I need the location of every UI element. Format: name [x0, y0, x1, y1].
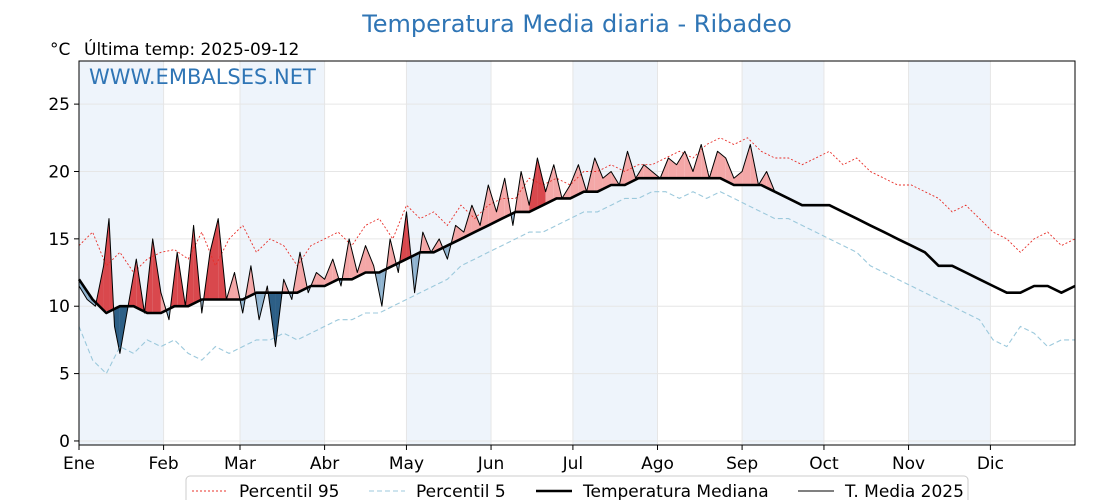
x-tick-label: Abr: [310, 454, 339, 474]
above-median-fill: [537, 158, 546, 208]
x-tick-label: Nov: [892, 454, 925, 474]
watermark: WWW.EMBALSES.NET: [89, 65, 316, 89]
x-tick-label: Oct: [809, 454, 839, 474]
above-median-fill: [152, 238, 161, 313]
y-tick-label: 25: [48, 95, 70, 115]
month-band: [239, 61, 325, 445]
legend-label: Percentil 5: [416, 482, 506, 500]
legend-label: Temperatura Mediana: [582, 482, 769, 500]
axes: 0 5 10 15 20 25 Ene Feb Mar Abr May Jun Jul Ago Sep Oct…: [48, 60, 1076, 474]
mean-2025-line: [78, 144, 776, 354]
y-tick-label: 5: [59, 365, 70, 385]
below-median-fill: [114, 306, 120, 354]
grid-lines: [78, 61, 1075, 445]
y-tick-label: 0: [59, 432, 70, 452]
above-median-fill: [545, 164, 554, 204]
x-tick-label: Ene: [63, 454, 95, 474]
y-tick-label: 10: [48, 297, 70, 317]
legend-label: T. Media 2025: [844, 482, 964, 500]
y-unit-label: °C: [50, 40, 70, 60]
last-temp-label: Última temp: 2025-09-12: [84, 38, 299, 60]
above-median-fill: [643, 164, 653, 179]
y-tick-label: 20: [48, 162, 70, 182]
above-median-fill: [103, 218, 110, 312]
percentile95-line: [78, 137, 1076, 274]
above-median-fill: [668, 158, 677, 179]
above-median-fill: [684, 151, 693, 179]
legend-label: Percentil 95: [239, 482, 339, 500]
month-band: [908, 61, 991, 445]
x-tick-label: Mar: [224, 454, 256, 474]
above-median-fill: [365, 245, 374, 273]
x-tick-label: Feb: [149, 454, 179, 474]
x-tick-label: Sep: [726, 454, 758, 474]
x-tick-label: Jun: [477, 454, 505, 474]
above-median-fill: [471, 205, 481, 234]
above-median-fill: [717, 151, 726, 181]
above-median-fill: [725, 158, 734, 185]
above-median-fill: [488, 184, 497, 226]
above-median-fill: [742, 144, 751, 185]
x-tick-label: May: [389, 454, 424, 474]
above-median-fill: [594, 158, 603, 192]
series-lines: [77, 137, 1076, 375]
month-band: [742, 61, 824, 445]
month-band: [79, 61, 164, 445]
above-median-fill: [316, 272, 325, 287]
legend: Percentil 95 Percentil 5 Temperatura Media…: [185, 475, 969, 500]
above-median-fill: [209, 218, 219, 300]
above-median-fill: [570, 164, 579, 199]
month-band: [572, 61, 658, 445]
plot-frame: [78, 60, 1076, 446]
x-tick-label: Jul: [562, 454, 584, 474]
y-tick-label: 15: [48, 230, 70, 250]
above-median-fill: [324, 259, 333, 287]
chart-title: Temperatura Media diaria - Ribadeo: [361, 10, 792, 38]
above-median-fill: [733, 171, 743, 185]
above-median-fill: [496, 178, 505, 222]
x-tick-label: Dic: [977, 454, 1004, 474]
legend-box: [185, 475, 969, 500]
x-tick-label: Ago: [641, 454, 674, 474]
above-median-fill: [676, 151, 685, 179]
